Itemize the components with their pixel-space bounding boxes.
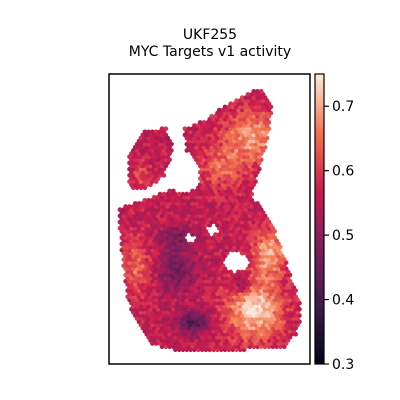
spot: [190, 188, 195, 194]
spot: [188, 241, 193, 247]
spot: [180, 191, 186, 197]
spot: [136, 201, 142, 206]
spot: [117, 207, 123, 212]
spot: [201, 120, 207, 125]
colorbar-tick-label: 0.3: [332, 357, 354, 373]
plot-frame: [108, 73, 311, 365]
colorbar-tick-label: 0.6: [332, 164, 354, 180]
chart-title: UKF255 MYC Targets v1 activity: [129, 27, 291, 60]
title-line-2: MYC Targets v1 activity: [129, 44, 291, 60]
spot: [157, 191, 163, 197]
spot: [132, 201, 138, 206]
spot: [197, 120, 203, 125]
colorbar-gradient: [315, 74, 324, 364]
spot: [163, 126, 169, 131]
spot: [192, 123, 197, 128]
spot: [123, 204, 128, 209]
spot: [239, 269, 245, 275]
spot: [234, 98, 239, 103]
spot: [228, 269, 233, 275]
colorbar: 0.3 0.4 0.5 0.6 0.7: [314, 73, 354, 373]
spot: [150, 129, 155, 135]
spot: [255, 89, 260, 94]
spot: [251, 89, 256, 94]
spot: [184, 191, 190, 197]
colorbar-tick-label: 0.4: [332, 293, 354, 309]
spot: [259, 89, 264, 94]
spot: [209, 113, 214, 119]
spot: [222, 104, 228, 110]
spot-layer: [117, 89, 302, 353]
plot-area: [108, 73, 311, 365]
colorbar-tick-label: 0.5: [332, 228, 354, 244]
spot: [142, 198, 148, 203]
spot: [176, 191, 182, 197]
spot: [146, 198, 151, 203]
spot: [167, 188, 172, 194]
spot: [239, 95, 245, 100]
spot: [146, 129, 151, 135]
spot: [153, 129, 159, 135]
spot: [245, 92, 251, 97]
title-line-1: UKF255: [183, 27, 237, 43]
spot: [142, 129, 148, 135]
spot: [152, 194, 157, 200]
spot: [161, 191, 167, 197]
spot: [255, 201, 260, 206]
spot: [213, 232, 218, 237]
colorbar-tick-label: 0.7: [332, 99, 354, 115]
spot: [159, 126, 165, 131]
spot: [217, 107, 222, 113]
spot: [171, 188, 176, 194]
spot: [182, 126, 188, 131]
spot: [127, 204, 132, 209]
spot: [186, 126, 191, 131]
spot: [236, 269, 241, 275]
colorbar-frame: [314, 73, 325, 365]
spot: [228, 101, 233, 106]
colorbar-ticks: 0.3 0.4 0.5 0.6 0.7: [324, 99, 354, 373]
